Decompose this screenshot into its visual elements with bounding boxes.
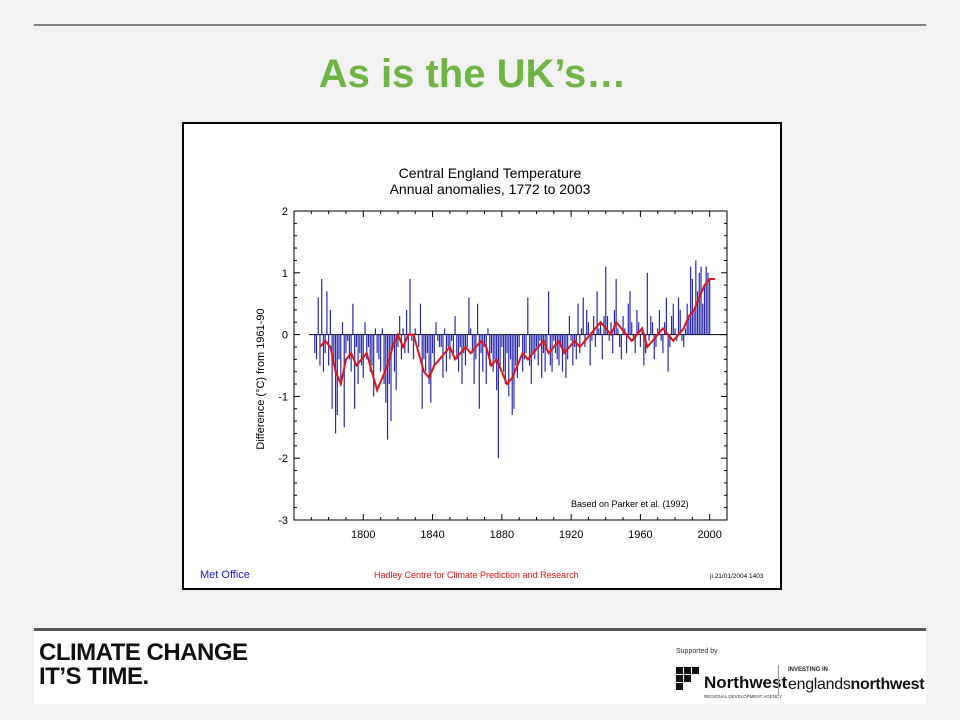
climate-change-slogan: CLIMATE CHANGE IT’S TIME.	[39, 641, 248, 689]
hadley-centre-label: Hadley Centre for Climate Prediction and…	[374, 570, 579, 580]
slogan-line-2: IT’S TIME.	[39, 663, 149, 690]
y-tick-label: -1	[278, 391, 288, 403]
northwest-name: Northwest	[704, 673, 788, 692]
chart-timestamp: ji 21/01/2004 1403	[709, 573, 764, 580]
northwest-text: northwest	[850, 676, 925, 693]
x-tick-label: 1800	[351, 529, 375, 541]
englands-northwest-logo: englandsnorthwest	[788, 676, 925, 694]
footer: CLIMATE CHANGE IT’S TIME. Supported by N…	[34, 631, 926, 704]
englands-text: englands	[788, 676, 851, 693]
footer-rule	[34, 628, 926, 631]
x-tick-label: 1840	[420, 529, 444, 541]
northwest-logo-icon	[676, 667, 699, 690]
chart-subtitle: Annual anomalies, 1772 to 2003	[390, 181, 591, 197]
temperature-chart: Central England Temperature Annual anoma…	[200, 165, 764, 581]
y-tick-label: -2	[278, 453, 288, 465]
northwest-subtitle: REGIONAL DEVELOPMENT AGENCY	[704, 694, 783, 699]
x-tick-label: 2000	[697, 529, 721, 541]
y-tick-label: 0	[282, 330, 288, 342]
top-rule	[34, 24, 926, 26]
plot-border	[293, 210, 728, 521]
investing-in-label: INVESTING IN	[788, 667, 829, 673]
y-tick-label: -3	[278, 515, 288, 527]
x-tick-label: 1880	[490, 529, 514, 541]
slogan-line-1: CLIMATE CHANGE	[39, 639, 248, 666]
y-axis-label: Difference (°C) from 1961-90	[255, 308, 267, 449]
x-tick-label: 1960	[628, 529, 652, 541]
chart-annotation: Based on Parker et al. (1992)	[571, 499, 689, 509]
chart-frame: Central England Temperature Annual anoma…	[182, 122, 782, 590]
met-office-label: Met Office	[200, 569, 250, 581]
supported-by-label: Supported by	[676, 648, 718, 655]
smoothed-trend-line	[319, 278, 715, 394]
logo-divider	[778, 665, 779, 695]
chart-title: Central England Temperature	[399, 165, 582, 181]
y-tick-label: 2	[282, 206, 288, 218]
y-tick-label: 1	[282, 268, 288, 280]
northwest-rda-logo: Northwest REGIONAL DEVELOPMENT AGENCY	[676, 667, 788, 701]
slide-title: As is the UK’s…	[318, 52, 627, 96]
x-tick-label: 1920	[559, 529, 583, 541]
